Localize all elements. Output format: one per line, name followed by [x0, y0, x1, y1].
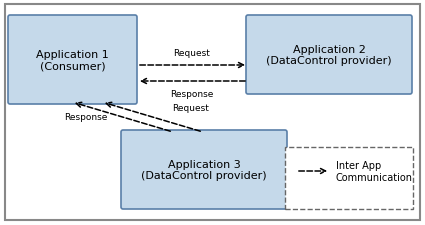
Text: Response: Response [170, 90, 214, 99]
Text: Application 2
(DataControl provider): Application 2 (DataControl provider) [266, 45, 392, 66]
Text: Response: Response [65, 112, 108, 122]
Text: Request: Request [173, 49, 210, 58]
Text: Application 1
(Consumer): Application 1 (Consumer) [36, 50, 109, 71]
Text: Application 3
(DataControl provider): Application 3 (DataControl provider) [141, 159, 267, 180]
FancyBboxPatch shape [8, 16, 137, 105]
Text: Request: Request [172, 104, 209, 112]
Bar [285, 147, 413, 209]
FancyBboxPatch shape [246, 16, 412, 94]
Text: Inter App
Communication: Inter App Communication [336, 160, 413, 182]
FancyBboxPatch shape [121, 130, 287, 209]
